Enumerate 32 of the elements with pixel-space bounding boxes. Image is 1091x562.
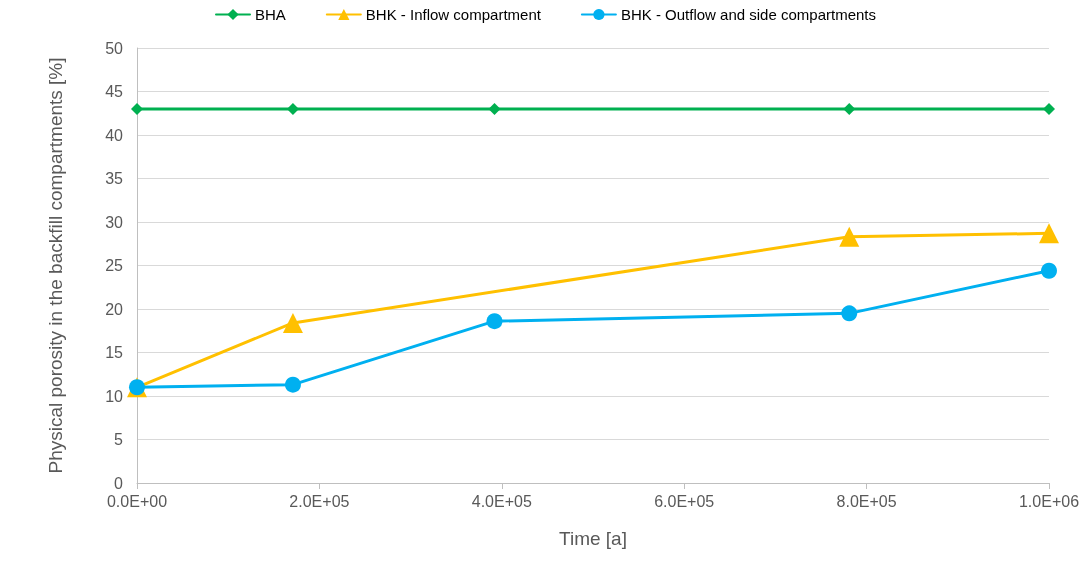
point — [282, 312, 303, 333]
y-tick-label: 20 — [105, 300, 124, 318]
y-tick-label: 0 — [114, 474, 124, 492]
point — [284, 376, 301, 393]
point — [1039, 223, 1059, 244]
point — [1041, 262, 1057, 279]
point — [486, 313, 503, 330]
x-tick-label: 4.0E+05 — [471, 492, 532, 510]
y-tick-label: 15 — [105, 344, 124, 361]
x-tick-label: 8.0E+05 — [836, 492, 897, 510]
point — [488, 102, 501, 115]
y-tick-label: 45 — [105, 83, 124, 100]
y-tick-label: 50 — [105, 39, 124, 57]
y-tick-label: 10 — [105, 387, 124, 405]
x-tick-label: 0.0E+00 — [106, 492, 168, 510]
legend-label: BHA — [255, 6, 286, 23]
point — [839, 226, 860, 247]
y-tick-label: 30 — [105, 213, 124, 231]
y-tick-label: 5 — [114, 431, 124, 448]
y-tick-label: 25 — [105, 257, 124, 274]
x-tick-label: 6.0E+05 — [654, 492, 715, 510]
y-tick-label: 35 — [105, 170, 124, 187]
y-axis-title: Physical porosity in the backfill compartments [%] — [45, 57, 66, 474]
point — [131, 102, 143, 115]
y-tick-label: 40 — [105, 126, 124, 144]
x-axis-title: Time [a] — [559, 528, 627, 549]
point — [841, 305, 858, 322]
x-tick-label: 1.0E+06 — [1018, 492, 1080, 510]
legend-label: BHK - Outflow and side compartments — [620, 6, 877, 23]
x-tick-label: 2.0E+05 — [289, 492, 350, 510]
point — [1043, 102, 1055, 115]
legend-label: BHK - Inflow compartment — [365, 6, 542, 23]
